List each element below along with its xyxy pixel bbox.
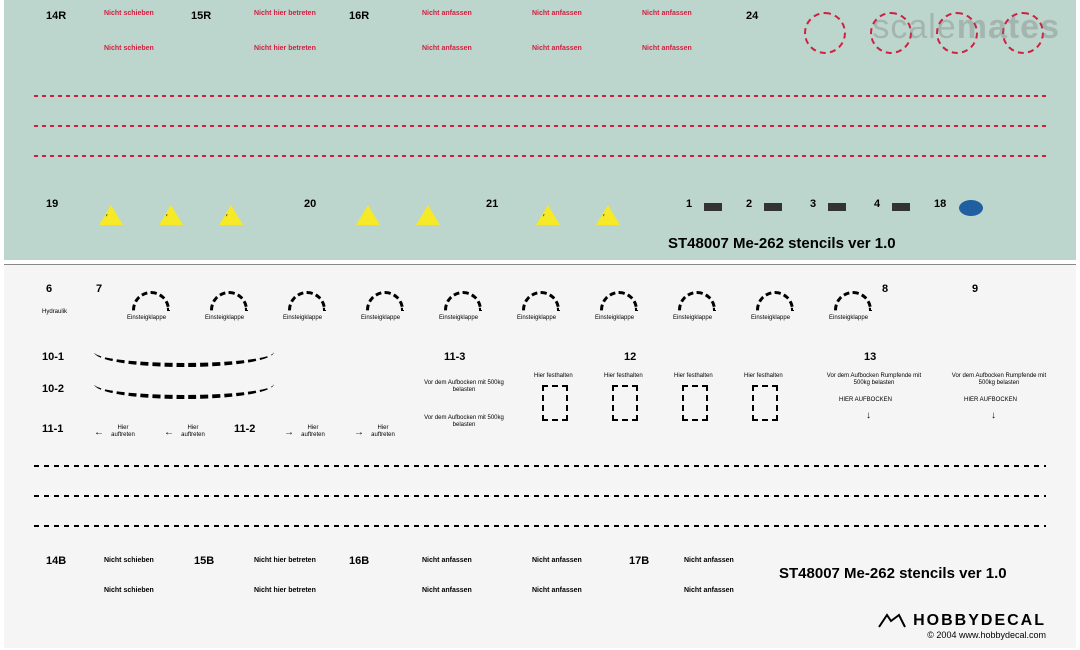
small-icon	[704, 203, 722, 211]
small-icon	[828, 203, 846, 211]
triangle: B4	[159, 205, 183, 225]
dashed-rect	[752, 385, 778, 421]
label-11-1: 11-1	[42, 423, 63, 435]
curve-dash	[94, 337, 274, 367]
dashed-line-red	[34, 95, 1046, 97]
label-9: 9	[972, 283, 978, 295]
red-stencil: Nicht hier betreten	[254, 45, 316, 52]
watermark: scalemates	[872, 8, 1060, 47]
label-16b: 16B	[349, 555, 369, 567]
red-stencil: Nicht schieben	[104, 10, 154, 17]
triangle: B4	[219, 205, 243, 225]
dashed-line-blk	[34, 495, 1046, 497]
label-24: 24	[746, 10, 758, 22]
label-16r: 16R	[349, 10, 369, 22]
label-3: 3	[810, 198, 816, 210]
arc	[132, 291, 170, 311]
label-11-2: 11-2	[234, 423, 255, 435]
label-15r: 15R	[191, 10, 211, 22]
arc	[288, 291, 326, 311]
label-10-1: 10-1	[42, 351, 64, 363]
label-2: 2	[746, 198, 752, 210]
label-7: 7	[96, 283, 102, 295]
label-21: 21	[486, 198, 498, 210]
dashed-line-blk	[34, 465, 1046, 467]
red-stencil: Nicht anfassen	[642, 10, 692, 17]
product-title: ST48007 Me-262 stencils ver 1.0	[779, 565, 1007, 582]
label-11-3: 11-3	[444, 351, 465, 363]
dashed-line-red	[34, 125, 1046, 127]
bottom-sheet: 6 7 8 9 Hydraulik Einsteigklappe Einstei…	[4, 264, 1076, 648]
label-14b: 14B	[46, 555, 66, 567]
triangle: B	[596, 205, 620, 225]
small-icon	[764, 203, 782, 211]
dashed-rect	[612, 385, 638, 421]
red-stencil: Nicht anfassen	[422, 45, 472, 52]
arc	[600, 291, 638, 311]
dashed-rect	[542, 385, 568, 421]
label-17b: 17B	[629, 555, 649, 567]
dashed-line-blk	[34, 525, 1046, 527]
red-stencil: Nicht anfassen	[422, 10, 472, 17]
hydraulic: Hydraulik	[42, 309, 67, 316]
oval-icon	[959, 200, 983, 216]
label-12: 12	[624, 351, 636, 363]
label-4: 4	[874, 198, 880, 210]
triangle: A3	[416, 205, 440, 225]
arc	[366, 291, 404, 311]
label-13: 13	[864, 351, 876, 363]
footer: HOBBYDECAL © 2004 www.hobbydecal.com	[877, 612, 1046, 640]
label-18: 18	[934, 198, 946, 210]
label-10-2: 10-2	[42, 383, 64, 395]
arrow-icon: ←	[164, 427, 174, 438]
red-stencil: Nicht schieben	[104, 45, 154, 52]
arc	[834, 291, 872, 311]
arc	[756, 291, 794, 311]
curve-dash	[94, 369, 274, 399]
copyright: © 2004 www.hobbydecal.com	[877, 630, 1046, 640]
label-20: 20	[304, 198, 316, 210]
red-stencil: Nicht hier betreten	[254, 10, 316, 17]
label-1: 1	[686, 198, 692, 210]
arc	[444, 291, 482, 311]
dashed-rect	[682, 385, 708, 421]
label-15b: 15B	[194, 555, 214, 567]
triangle: A3	[356, 205, 380, 225]
label-8: 8	[882, 283, 888, 295]
dashed-line-red	[34, 155, 1046, 157]
arc	[522, 291, 560, 311]
arc	[678, 291, 716, 311]
arrow-icon: ←	[94, 427, 104, 438]
red-stencil: Nicht anfassen	[532, 10, 582, 17]
label-14r: 14R	[46, 10, 66, 22]
arc	[210, 291, 248, 311]
brand-name: HOBBYDECAL	[913, 612, 1046, 630]
logo-icon	[877, 613, 907, 629]
label-6: 6	[46, 283, 52, 295]
arrow-icon: →	[284, 427, 294, 438]
red-stencil: Nicht anfassen	[532, 45, 582, 52]
arrow-icon: →	[354, 427, 364, 438]
dashed-circle	[804, 12, 846, 54]
triangle: B	[536, 205, 560, 225]
small-icon	[892, 203, 910, 211]
triangle: B4	[99, 205, 123, 225]
product-title: ST48007 Me-262 stencils ver 1.0	[668, 235, 896, 252]
red-stencil: Nicht anfassen	[642, 45, 692, 52]
label-19: 19	[46, 198, 58, 210]
